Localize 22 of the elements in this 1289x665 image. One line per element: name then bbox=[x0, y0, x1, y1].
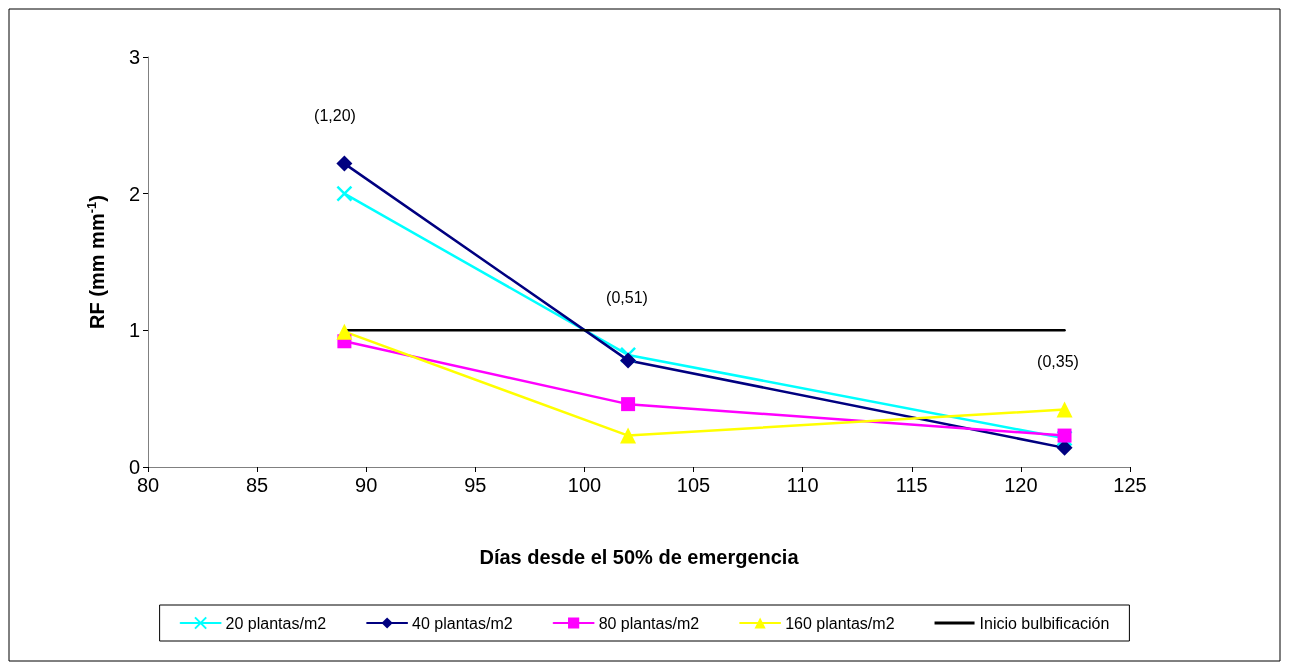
legend-label: 40 plantas/m2 bbox=[412, 614, 513, 632]
x-tick-label: 95 bbox=[464, 474, 487, 496]
y-tick-label: 3 bbox=[128, 46, 140, 68]
y-tick-label: 2 bbox=[128, 182, 140, 205]
x-tick-label: 110 bbox=[786, 474, 819, 496]
x-tick-label: 125 bbox=[1113, 474, 1147, 496]
legend-label: Inicio bulbificación bbox=[979, 614, 1110, 632]
y-tick-label: 1 bbox=[128, 319, 140, 342]
x-tick-label: 85 bbox=[245, 474, 269, 496]
x-axis-title: Días desde el 50% de emergencia bbox=[479, 546, 800, 568]
legend-label: 20 plantas/m2 bbox=[225, 614, 327, 632]
annotation: (0,51) bbox=[606, 288, 648, 306]
legend-label: 160 plantas/m2 bbox=[785, 614, 895, 632]
x-tick-label: 115 bbox=[895, 474, 928, 496]
x-tick-label: 90 bbox=[355, 474, 378, 496]
annotation: (0,35) bbox=[1037, 352, 1079, 370]
x-tick-label: 100 bbox=[567, 474, 602, 496]
legend-label: 80 plantas/m2 bbox=[598, 614, 700, 632]
y-axis-title: RF (mm mm-1) bbox=[84, 195, 108, 329]
annotation: (1,20) bbox=[314, 106, 356, 124]
x-tick-label: 120 bbox=[1004, 474, 1038, 496]
x-tick-label: 105 bbox=[676, 474, 711, 496]
